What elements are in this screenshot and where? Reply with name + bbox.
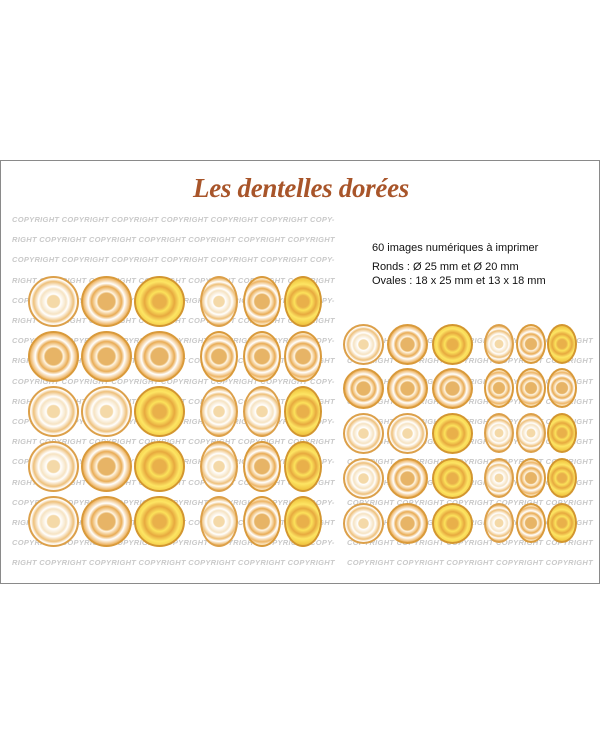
round-cabochon xyxy=(27,330,79,382)
oval-cabochon xyxy=(284,495,322,547)
oval-cabochon xyxy=(200,495,238,547)
round-cabochon xyxy=(431,367,473,409)
oval-cabochon xyxy=(200,440,238,492)
round-cabochon xyxy=(431,323,473,365)
round-cabochon xyxy=(80,330,132,382)
round-cabochon xyxy=(386,323,428,365)
image-count: 60 images numériques à imprimer xyxy=(372,242,539,254)
oval-cabochon xyxy=(243,385,281,437)
round-cabochon xyxy=(80,440,132,492)
oval-cabochon xyxy=(484,458,514,498)
watermark-line: COPYRIGHT COPYRIGHT COPYRIGHT COPYRIGHT … xyxy=(12,215,335,224)
round-cabochon xyxy=(386,367,428,409)
round-cabochon xyxy=(342,502,384,544)
oval-cabochon xyxy=(516,324,546,364)
watermark-line: RIGHT COPYRIGHT COPYRIGHT COPYRIGHT COPY… xyxy=(12,235,335,245)
oval-cabochon xyxy=(200,330,238,382)
watermark-line: COPYRIGHT COPYRIGHT COPYRIGHT COPYRIGHT … xyxy=(347,538,593,548)
watermark-line: COPYRIGHT COPYRIGHT COPYRIGHT COPYRIGHT … xyxy=(347,396,593,406)
round-cabochon xyxy=(342,323,384,365)
watermark-line: COPYRIGHT COPYRIGHT COPYRIGHT COPYRIGHT … xyxy=(347,356,593,366)
watermark-line: RIGHT COPYRIGHT COPYRIGHT COPYRIGHT COPY… xyxy=(12,558,335,568)
round-cabochon xyxy=(27,440,79,492)
round-cabochon xyxy=(342,457,384,499)
watermark-line: COPYRIGHT COPYRIGHT COPYRIGHT COPYRIGHT … xyxy=(347,497,593,507)
oval-cabochon xyxy=(484,413,514,453)
oval-cabochon xyxy=(547,324,577,364)
watermark-line: RIGHT COPYRIGHT COPYRIGHT COPYRIGHT COPY… xyxy=(12,437,335,447)
round-cabochon xyxy=(342,412,384,454)
round-cabochon xyxy=(386,412,428,454)
oval-cabochon xyxy=(200,275,238,327)
oval-cabochon xyxy=(284,330,322,382)
oval-cabochon xyxy=(284,440,322,492)
round-cabochon xyxy=(80,275,132,327)
round-cabochon xyxy=(386,502,428,544)
watermark-line: COPYRIGHT COPYRIGHT COPYRIGHT COPYRIGHT … xyxy=(347,457,593,467)
round-cabochon xyxy=(133,440,185,492)
watermark-line: COPYRIGHT COPYRIGHT COPYRIGHT COPYRIGHT … xyxy=(12,255,335,265)
oval-cabochon xyxy=(243,440,281,492)
oval-sizes: Ovales : 18 x 25 mm et 13 x 18 mm xyxy=(372,275,546,287)
round-cabochon xyxy=(133,495,185,547)
round-cabochon xyxy=(431,412,473,454)
oval-cabochon xyxy=(547,413,577,453)
round-cabochon xyxy=(386,457,428,499)
oval-cabochon xyxy=(200,385,238,437)
oval-cabochon xyxy=(284,385,322,437)
round-cabochon xyxy=(342,367,384,409)
watermark-line: COPYRIGHT COPYRIGHT COPYRIGHT COPYRIGHT … xyxy=(347,558,593,568)
product-info: 60 images numériques à imprimer Ronds : … xyxy=(372,241,546,288)
oval-cabochon xyxy=(547,503,577,543)
round-cabochon xyxy=(27,385,79,437)
oval-cabochon xyxy=(516,458,546,498)
round-cabochon xyxy=(27,495,79,547)
oval-cabochon xyxy=(516,503,546,543)
round-cabochon xyxy=(431,502,473,544)
round-cabochon xyxy=(133,275,185,327)
watermark-line: COPYRIGHT COPYRIGHT COPYRIGHT COPYRIGHT … xyxy=(347,417,593,426)
oval-cabochon xyxy=(243,330,281,382)
round-cabochon xyxy=(133,330,185,382)
round-cabochon xyxy=(133,385,185,437)
round-sizes: Ronds : Ø 25 mm et Ø 20 mm xyxy=(372,261,519,273)
oval-cabochon xyxy=(547,458,577,498)
product-card: COPYRIGHT COPYRIGHT COPYRIGHT COPYRIGHT … xyxy=(0,160,600,584)
oval-cabochon xyxy=(547,368,577,408)
oval-cabochon xyxy=(243,495,281,547)
oval-cabochon xyxy=(484,368,514,408)
oval-cabochon xyxy=(484,324,514,364)
round-cabochon xyxy=(80,385,132,437)
oval-cabochon xyxy=(243,275,281,327)
oval-cabochon xyxy=(516,368,546,408)
oval-cabochon xyxy=(284,275,322,327)
oval-cabochon xyxy=(484,503,514,543)
round-cabochon xyxy=(27,275,79,327)
product-title: Les dentelles dorées xyxy=(193,173,409,203)
round-cabochon xyxy=(431,457,473,499)
watermark-line: COPYRIGHT COPYRIGHT COPYRIGHT COPYRIGHT … xyxy=(12,376,335,386)
oval-cabochon xyxy=(516,413,546,453)
round-cabochon xyxy=(80,495,132,547)
